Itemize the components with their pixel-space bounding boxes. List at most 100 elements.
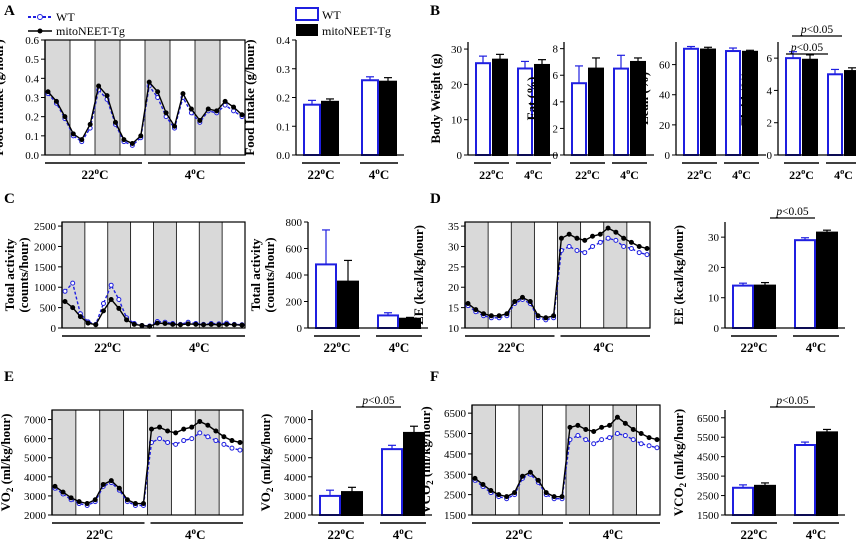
- panel-c-timeseries-point: [62, 299, 68, 304]
- panel-e-timeseries-point: [213, 428, 219, 434]
- panel-e-timeseries-point: [205, 434, 211, 440]
- panel-e-timeseries-point: [76, 499, 82, 505]
- panel-b-fluid-ylabel: Fluid (%): [738, 71, 753, 126]
- panel-b-fat-group-label: 22oC: [575, 167, 600, 182]
- panel-f-timeseries-point: [591, 428, 597, 434]
- panel-a-timeseries-point: [231, 104, 237, 110]
- panel-e-bar-ytick-label: 6000: [284, 434, 307, 446]
- legend-wt-marker: [37, 14, 43, 20]
- panel-f-timeseries-point: [504, 494, 510, 500]
- panel-a-timeseries-point: [87, 121, 93, 127]
- panel-b-fat-group-label: 4oC: [620, 167, 639, 182]
- panel-c-timeseries-point: [85, 320, 91, 326]
- panel-label-f: F: [430, 369, 439, 385]
- panel-d-timeseries-point: [566, 231, 572, 237]
- panel-c-timeseries-point: [77, 314, 83, 320]
- panel-e-bar-group-label: 22oC: [328, 526, 355, 540]
- panel-f-timeseries-point: [607, 422, 613, 428]
- panel-e-timeseries-dark-phase: [147, 410, 172, 515]
- panel-c-timeseries-point: [185, 321, 191, 327]
- panel-e-timeseries-dark-phase: [195, 410, 220, 515]
- panel-e-timeseries-point: [92, 497, 98, 503]
- panel-d-timeseries-point: [628, 246, 634, 251]
- panel-f-timeseries-point: [535, 477, 541, 483]
- panel-e-timeseries-dark-phase: [99, 410, 124, 515]
- panel-d-bar-group-label: 22oC: [741, 339, 768, 355]
- panel-e-timeseries-point: [100, 481, 106, 487]
- panel-b-fat-ytick-label: 0: [553, 150, 559, 162]
- panel-e-bar-ytick-label: 5000: [284, 453, 307, 465]
- panel-e-timeseries-point: [173, 430, 179, 436]
- panel-d-timeseries-ytick-label: 10: [448, 323, 460, 335]
- panel-e-timeseries-point: [149, 426, 155, 432]
- panel-c-timeseries-point: [193, 321, 199, 327]
- panel-c-bar-bar-tg: [337, 280, 359, 329]
- panel-e-timeseries-ytick-label: 6000: [24, 434, 47, 446]
- panel-d-timeseries-point: [535, 313, 541, 319]
- panel-f-timeseries-point: [638, 431, 644, 437]
- panel-a-bar-bar-wt: [361, 79, 379, 156]
- panel-e-bar-ytick-label: 2000: [284, 510, 307, 522]
- panel-f-timeseries-point: [583, 426, 589, 432]
- panel-f-timeseries-point: [630, 437, 636, 443]
- panel-label-a: A: [4, 3, 15, 19]
- panel-e-timeseries-ytick-label: 7000: [24, 415, 47, 427]
- panel-b-body-ylabel: Body Weight (g): [428, 53, 443, 143]
- panel-b-fluid-ytick-label: 0: [767, 150, 773, 162]
- panel-d-timeseries-ytick-label: 25: [448, 262, 460, 274]
- panel-f-timeseries-ytick-label: 3500: [444, 469, 467, 481]
- panel-e-timeseries-point: [229, 438, 235, 444]
- panel-e-timeseries-point: [157, 436, 163, 442]
- panel-d-timeseries-point: [473, 307, 479, 313]
- panel-f-bar-ylabel: VCO2 (ml/kg/hour): [671, 409, 688, 516]
- panel-a-timeseries-ytick-label: 0.3: [25, 93, 39, 105]
- panel-f-timeseries-point: [472, 475, 478, 481]
- panel-e-timeseries-point: [205, 422, 211, 428]
- panel-e-timeseries-ytick-label: 4000: [24, 472, 47, 484]
- panel-d-timeseries-point: [590, 243, 596, 249]
- panel-d-timeseries-point: [605, 225, 611, 231]
- panel-f-timeseries-ytick-label: 6500: [444, 408, 467, 420]
- panel-f-bar-ytick-label: 1500: [697, 510, 720, 522]
- panel-d-bar-ytick-label: 30: [708, 232, 720, 244]
- panel-a-timeseries-point: [70, 131, 76, 137]
- panel-d-timeseries-point: [613, 237, 619, 243]
- panel-b-fluid-ytick-label: 6: [767, 53, 773, 65]
- panel-f-timeseries-point: [512, 490, 518, 496]
- panel-b-fluid-group-label: 22oC: [789, 167, 814, 182]
- panel-c-bar-group-label: 4oC: [389, 339, 409, 355]
- panel-b-fluid-ytick-label: 4: [767, 85, 773, 97]
- panel-c-timeseries-point: [100, 301, 106, 307]
- panel-d-bar-bar-tg: [816, 231, 838, 330]
- panel-f-bar-bar-tg: [816, 431, 838, 516]
- panel-c-bar-ytick-label: 800: [286, 217, 303, 229]
- panel-c-timeseries-label-22: 22oC: [94, 339, 121, 355]
- panel-f-timeseries-point: [567, 424, 573, 430]
- panel-a-timeseries-ylabel: Food Intake (g/hour): [0, 39, 6, 155]
- panel-f-timeseries-dark-phase: [519, 405, 543, 515]
- panel-b-fluid-bar-tg: [844, 70, 856, 156]
- panel-a-bar-ytick-label: 0.2: [276, 93, 290, 105]
- panel-d-timeseries-point: [613, 229, 619, 235]
- panel-e-bar-ylabel: VO2 (ml/kg/hour): [258, 414, 275, 512]
- panel-e-bar-bar-tg: [341, 491, 363, 517]
- panel-d-timeseries-point: [605, 235, 611, 241]
- panel-a-bar-bar-wt: [303, 103, 321, 156]
- panel-a-timeseries-dark-phase: [45, 40, 70, 155]
- panel-c-timeseries-point: [147, 323, 153, 329]
- panel-d-timeseries-point: [527, 299, 533, 304]
- panel-d-timeseries-point: [636, 243, 642, 249]
- panel-c-timeseries-dark-phase: [199, 222, 223, 328]
- panel-f-bar-ytick-label: 3500: [697, 471, 720, 483]
- panel-d-bar-bar-tg: [754, 284, 776, 330]
- panel-c-timeseries-point: [116, 305, 122, 311]
- panel-a-timeseries-ytick-label: 0.6: [25, 35, 39, 47]
- legend-wt-label: WT: [56, 10, 75, 24]
- panel-e-timeseries-point: [197, 418, 203, 424]
- panel-f-bar-ytick-label: 2500: [697, 491, 720, 503]
- panel-c-bar-bar-wt: [377, 314, 399, 330]
- panel-b-fat-ytick-label: 4: [553, 97, 559, 109]
- legend-tg-marker: [37, 28, 43, 34]
- panel-f-timeseries-label-22: 22oC: [506, 526, 533, 540]
- panel-d-timeseries-point: [558, 235, 564, 241]
